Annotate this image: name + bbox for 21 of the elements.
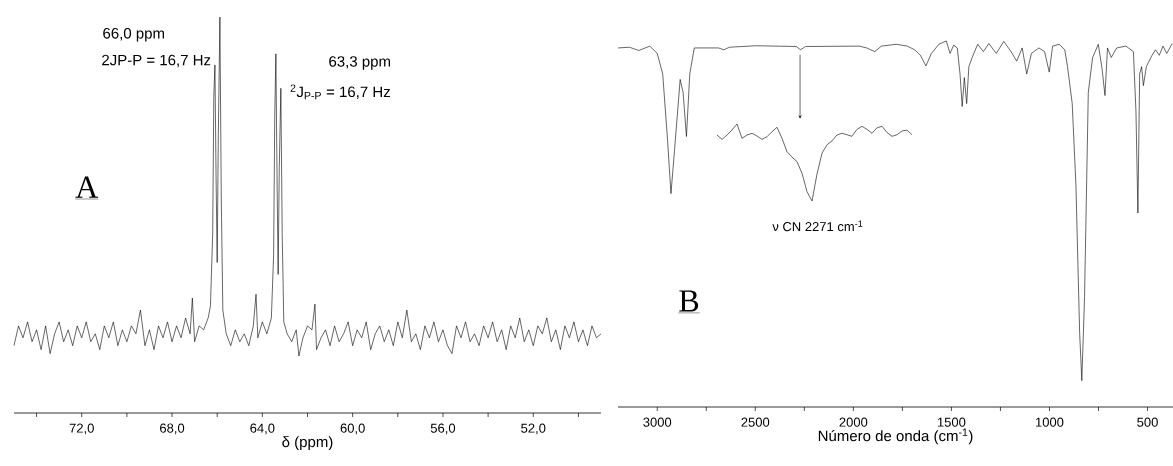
annotation: 2JP-P = 16,7 Hz [102,54,211,68]
x-tick-label: 68,0 [160,423,185,435]
annotation: ν CN 2271 cm$^{-1}$ [772,220,863,232]
x-tick-label: 2000 [839,417,868,427]
x-axis-title: Número de onda (cm$^{-1}$) [818,428,973,445]
x-axis-title: δ (ppm) [282,436,333,451]
x-tick-label: 72,0 [69,423,94,435]
annotation: B [679,290,699,312]
annotation: 63,3 ppm [329,56,390,70]
x-tick-label: 1500 [937,417,966,427]
x-tick-label: 52,0 [521,423,546,435]
annotation: $^{2}$J$_{P-P}$ = 16,7 Hz [290,84,390,100]
x-tick-label: 64,0 [250,423,275,435]
x-tick-label: 1000 [1035,417,1064,427]
annotation: A [75,176,99,198]
x-tick-label: 3000 [643,417,672,427]
x-tick-label: 56,0 [430,423,456,435]
x-tick-label: 500 [1137,417,1158,427]
x-tick-label: 2500 [741,417,770,427]
x-tick-label: 60,0 [340,423,365,435]
annotation: 66,0 ppm [103,28,164,42]
